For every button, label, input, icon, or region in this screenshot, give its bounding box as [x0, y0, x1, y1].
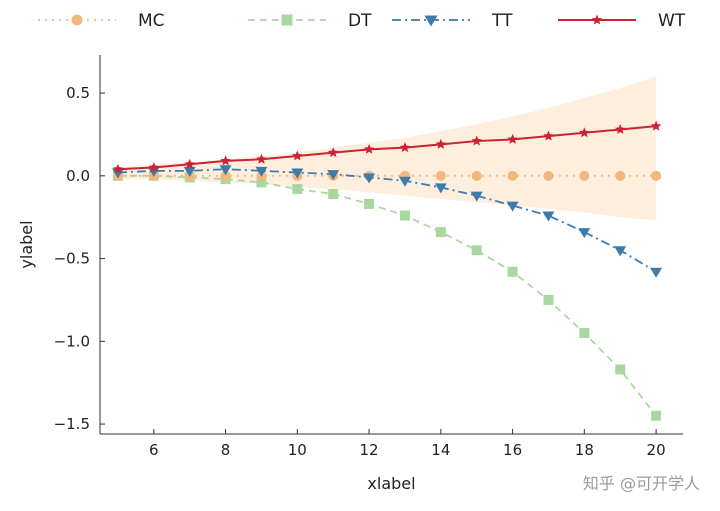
legend-marker-mc	[71, 14, 83, 26]
data-point-mc	[651, 170, 662, 181]
legend-item-wt: WT	[558, 11, 686, 31]
data-point-tt	[434, 183, 447, 194]
legend-item-dt: DT	[248, 11, 372, 31]
data-point-dt	[435, 227, 446, 238]
legend-marker-tt	[424, 15, 438, 27]
data-point-wt	[435, 138, 447, 149]
data-point-tt	[291, 168, 304, 179]
series-tt	[111, 165, 663, 278]
data-point-tt	[506, 201, 519, 212]
data-point-wt	[650, 120, 662, 131]
data-point-tt	[327, 170, 340, 181]
data-point-wt	[256, 153, 267, 164]
data-point-tt	[363, 173, 376, 184]
data-point-dt	[471, 245, 482, 256]
data-point-wt	[614, 123, 626, 134]
data-point-mc	[543, 170, 554, 181]
data-point-dt	[615, 364, 626, 375]
legend-marker-dt	[281, 14, 293, 26]
y-tick-label: −1.0	[54, 332, 90, 350]
legend-item-mc: MC	[38, 11, 165, 31]
data-point-tt	[219, 165, 232, 176]
data-point-wt	[327, 147, 339, 158]
data-point-dt	[543, 294, 554, 305]
data-point-tt	[470, 191, 483, 202]
data-point-mc	[471, 170, 482, 181]
data-point-dt	[328, 189, 339, 200]
data-point-wt	[220, 155, 231, 166]
data-point-tt	[542, 211, 555, 222]
series-wt	[112, 120, 662, 174]
x-tick-label: 6	[149, 441, 159, 459]
x-tick-label: 18	[575, 441, 594, 459]
legend-label-tt: TT	[491, 11, 513, 31]
legend-label-dt: DT	[348, 11, 372, 31]
x-tick-label: 12	[360, 441, 379, 459]
data-point-dt	[364, 198, 375, 209]
data-point-dt	[292, 184, 303, 195]
data-point-tt	[614, 246, 627, 257]
data-point-tt	[147, 166, 160, 177]
data-point-wt	[363, 143, 375, 154]
data-point-tt	[578, 228, 591, 239]
x-tick-label: 14	[431, 441, 450, 459]
legend-item-tt: TT	[392, 11, 513, 31]
y-tick-label: −1.5	[54, 415, 90, 433]
data-point-wt	[471, 135, 482, 146]
series-line-dt	[117, 174, 657, 417]
data-point-tt	[183, 166, 196, 177]
data-point-tt	[255, 166, 268, 177]
x-tick-label: 10	[288, 441, 307, 459]
data-point-dt	[651, 410, 662, 421]
data-point-mc	[220, 170, 231, 181]
data-point-mc	[615, 170, 626, 181]
data-point-wt	[507, 133, 518, 144]
data-point-wt	[148, 162, 160, 172]
legend-label-mc: MC	[138, 11, 165, 31]
data-point-dt	[399, 210, 410, 221]
data-point-wt	[292, 150, 303, 161]
y-tick-label: 0.0	[66, 167, 90, 185]
data-point-tt	[111, 168, 124, 179]
axes-layer: 6 8 10 12 14 16 18 20 0.5 0.0 −0.5 −1.0 −1.5	[54, 55, 683, 459]
x-tick-label: 8	[221, 441, 231, 459]
x-tick-label: 16	[503, 441, 522, 459]
data-point-wt	[543, 130, 554, 141]
data-point-dt	[579, 328, 590, 339]
data-point-dt	[507, 266, 518, 277]
watermark: 知乎 @可开学人	[583, 474, 700, 493]
data-point-tt	[398, 176, 411, 187]
y-tick-label: −0.5	[54, 250, 90, 268]
legend-label-wt: WT	[658, 11, 686, 31]
y-tick-label: 0.5	[66, 84, 90, 102]
legend-marker-wt	[591, 14, 603, 25]
data-point-wt	[399, 142, 411, 153]
x-axis-label: xlabel	[367, 474, 415, 493]
data-point-wt	[112, 163, 124, 174]
x-tick-label: 20	[647, 441, 666, 459]
series-line-wt	[117, 125, 657, 171]
data-point-dt	[256, 177, 267, 188]
data-point-tt	[650, 267, 663, 278]
y-axis-label: ylabel	[17, 220, 36, 268]
data-point-wt	[579, 127, 590, 138]
legend: MC DT TT WT	[38, 11, 686, 31]
data-point-mc	[435, 170, 446, 181]
data-point-mc	[579, 170, 590, 181]
series-line-tt	[117, 168, 657, 273]
data-point-mc	[507, 170, 518, 181]
data-point-wt	[184, 158, 195, 169]
series-layer	[111, 120, 663, 421]
